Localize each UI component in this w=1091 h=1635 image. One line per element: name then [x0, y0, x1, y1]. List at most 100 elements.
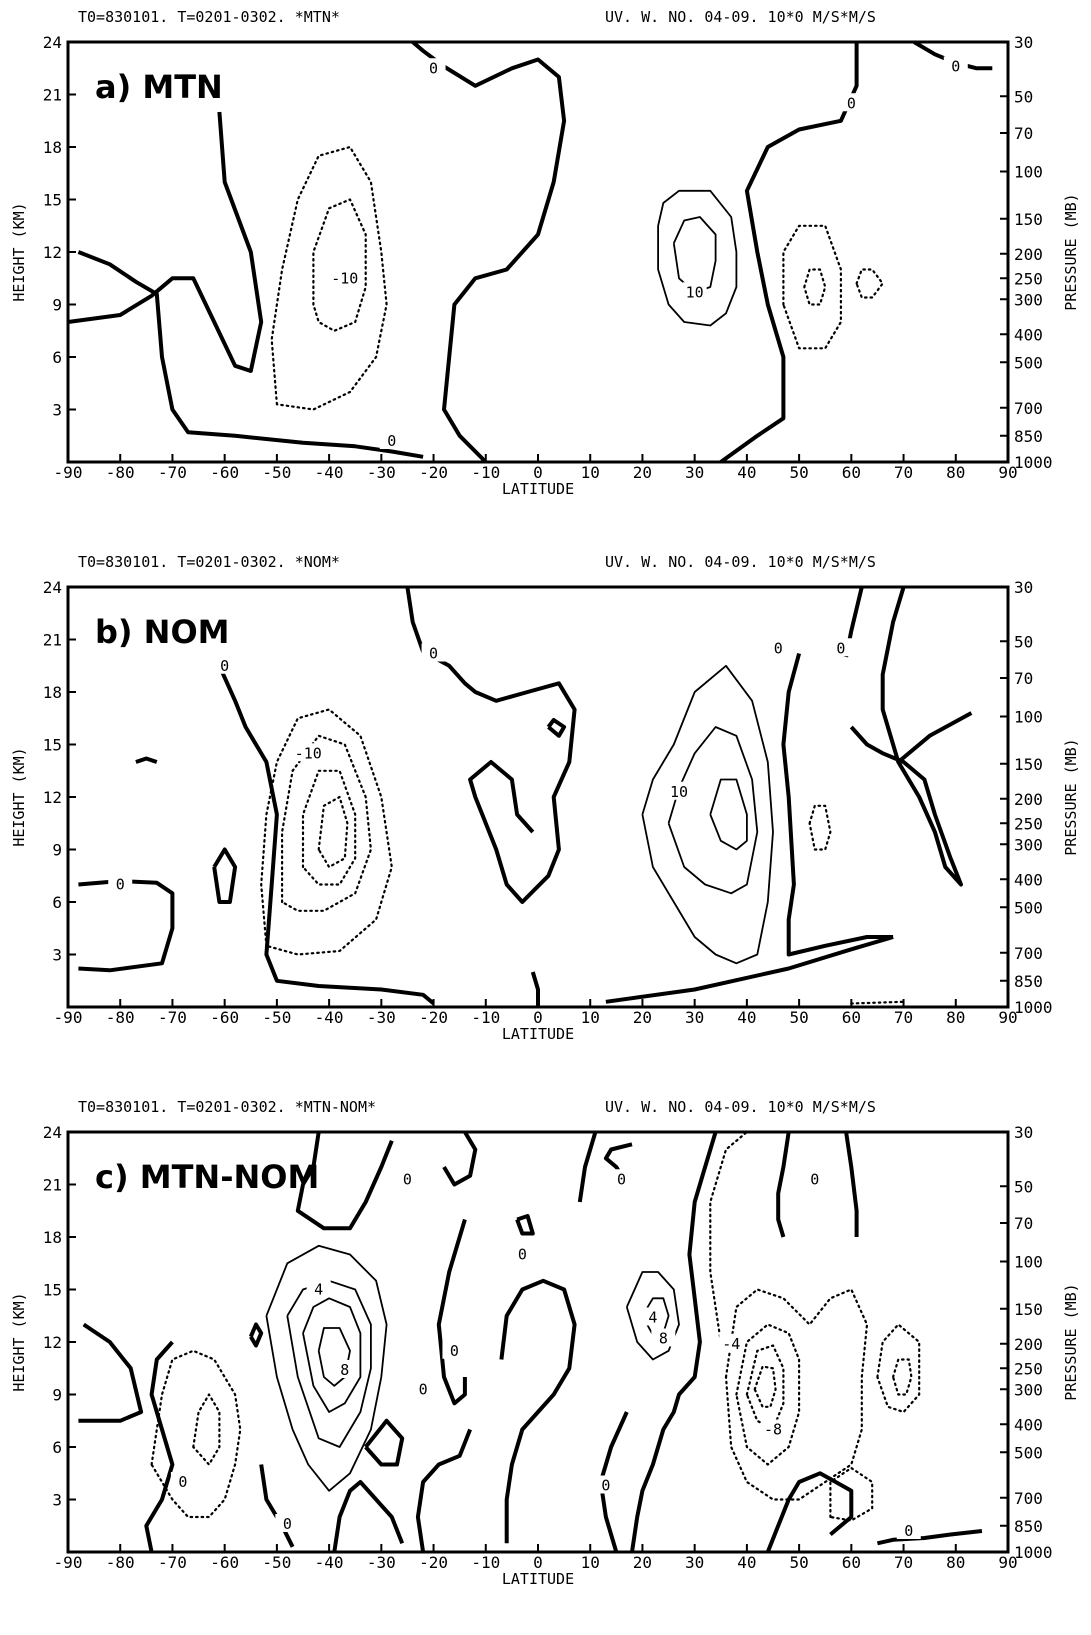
- contour-label-bg: [421, 643, 446, 662]
- y-tick-label: 24: [43, 578, 62, 597]
- x-tick-label: -80: [106, 463, 135, 482]
- pressure-tick-label: 250: [1014, 269, 1043, 288]
- pressure-tick-label: 400: [1014, 870, 1043, 889]
- contour-line-zero: [144, 1340, 175, 1553]
- contour-line-zero: [781, 652, 894, 957]
- contour-label: 0: [847, 94, 856, 112]
- x-axis-label: LATITUDE: [502, 480, 574, 498]
- x-tick-label: 60: [842, 1553, 861, 1572]
- contour-line-zero: [499, 1278, 577, 1544]
- x-tick-label: -20: [419, 1553, 448, 1572]
- contour-label-bg: [395, 1169, 420, 1188]
- contour-line-zero: [897, 711, 973, 764]
- header-right: UV. W. NO. 04-09. 10*0 M/S*M/S: [605, 8, 876, 26]
- header-left: T0=830101. T=0201-0302. *MTN-NOM*: [78, 1098, 376, 1116]
- x-tick-label: -20: [419, 1008, 448, 1027]
- contour-line-neg: [735, 1323, 801, 1466]
- pressure-tick-label: 500: [1014, 1443, 1043, 1462]
- pressure-tick-label: 70: [1014, 124, 1033, 143]
- contour-line-neg: [876, 1323, 921, 1414]
- y-axis-label-right: PRESSURE (MB): [1062, 193, 1080, 310]
- pressure-tick-label: 50: [1014, 87, 1033, 106]
- contour-line-pos: [286, 1279, 372, 1448]
- header-right: UV. W. NO. 04-09. 10*0 M/S*M/S: [605, 1098, 876, 1116]
- contour-line-zero: [259, 1464, 295, 1548]
- y-tick-label: 18: [43, 683, 62, 702]
- contour-label-bg: [411, 1379, 436, 1398]
- contour-line-zero: [78, 879, 175, 973]
- x-tick-label: 90: [998, 1008, 1017, 1027]
- y-tick-label: 6: [52, 348, 62, 367]
- y-tick-label: 15: [43, 736, 62, 755]
- y-tick-label: 12: [43, 1333, 62, 1352]
- contour-label-bg: [828, 638, 853, 657]
- contour-label-bg: [802, 1169, 827, 1188]
- contour-line-neg: [850, 1000, 905, 1005]
- x-tick-label: -60: [210, 1008, 239, 1027]
- contour-line-neg: [312, 198, 367, 332]
- contour-label-bg: [839, 93, 864, 112]
- pressure-tick-label: 30: [1014, 578, 1033, 597]
- contour-label-bg: [943, 56, 968, 75]
- contour-label: 0: [904, 1522, 913, 1540]
- pressure-tick-label: 850: [1014, 1517, 1043, 1536]
- pressure-tick-label: 300: [1014, 1380, 1043, 1399]
- contour-line-zero: [364, 1418, 405, 1467]
- contour-line-zero: [77, 250, 424, 459]
- y-axis-label: HEIGHT (KM): [10, 1292, 28, 1391]
- x-tick-label: 0: [533, 1553, 543, 1572]
- contour-line-neg: [270, 145, 388, 411]
- y-tick-label: 3: [52, 946, 62, 965]
- x-tick-label: 10: [581, 1553, 600, 1572]
- contour-line-neg: [829, 1466, 874, 1522]
- x-tick-label: 0: [533, 463, 543, 482]
- contour-label-bg: [651, 1328, 676, 1347]
- contour-label: 0: [419, 1380, 428, 1398]
- contour-line-zero: [876, 1529, 983, 1546]
- contour-label-bg: [421, 58, 446, 77]
- contour-line-zero: [844, 1131, 859, 1237]
- pressure-tick-label: 1000: [1014, 998, 1053, 1017]
- contour-line-neg: [150, 1349, 242, 1519]
- contour-line-zero: [295, 1131, 394, 1231]
- pressure-tick-label: 150: [1014, 1300, 1043, 1319]
- contour-label: 10: [670, 783, 688, 801]
- x-tick-label: -40: [315, 1553, 344, 1572]
- contour-line-neg: [192, 1393, 221, 1466]
- contour-label-bg: [306, 1279, 331, 1298]
- x-tick-label: -90: [54, 463, 83, 482]
- pressure-tick-label: 1000: [1014, 1543, 1053, 1562]
- contour-plot-mtn: T0=830101. T=0201-0302. *MTN* UV. W. NO. …: [10, 8, 1080, 498]
- x-tick-label: -10: [471, 1008, 500, 1027]
- x-tick-label: 50: [789, 463, 808, 482]
- x-tick-label: -30: [367, 463, 396, 482]
- pressure-tick-label: 30: [1014, 33, 1033, 52]
- x-tick-label: 90: [998, 1553, 1017, 1572]
- y-tick-label: 15: [43, 191, 62, 210]
- pressure-tick-label: 100: [1014, 1253, 1043, 1272]
- contour-label-bg: [896, 1521, 921, 1539]
- x-tick-label: -80: [106, 1553, 135, 1572]
- contour-label: 0: [178, 1473, 187, 1491]
- contour-label: 0: [283, 1515, 292, 1533]
- contour-label-bg: [761, 1419, 785, 1438]
- y-tick-label: 18: [43, 138, 62, 157]
- x-tick-label: 10: [581, 463, 600, 482]
- contour-line-zero: [332, 1480, 405, 1553]
- y-tick-label: 6: [52, 1438, 62, 1457]
- pressure-tick-label: 200: [1014, 245, 1043, 264]
- y-tick-label: 18: [43, 1228, 62, 1247]
- contour-line-pos: [641, 664, 774, 965]
- contour-label-bg: [667, 781, 691, 800]
- contour-line-pos: [667, 726, 759, 895]
- contour-line-neg: [281, 734, 372, 912]
- contour-line-zero: [546, 718, 567, 738]
- contour-label: 8: [340, 1361, 349, 1379]
- contour-line-neg: [782, 224, 842, 350]
- x-tick-label: 10: [581, 1008, 600, 1027]
- x-tick-label: 70: [894, 1553, 913, 1572]
- x-tick-label: 20: [633, 1008, 652, 1027]
- x-tick-label: 40: [737, 1553, 756, 1572]
- x-tick-label: 0: [533, 1008, 543, 1027]
- y-tick-label: 12: [43, 243, 62, 262]
